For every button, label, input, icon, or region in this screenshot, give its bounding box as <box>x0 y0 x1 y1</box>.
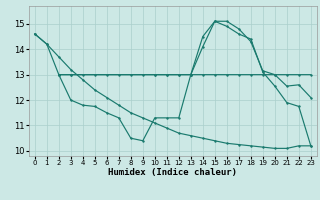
X-axis label: Humidex (Indice chaleur): Humidex (Indice chaleur) <box>108 168 237 177</box>
